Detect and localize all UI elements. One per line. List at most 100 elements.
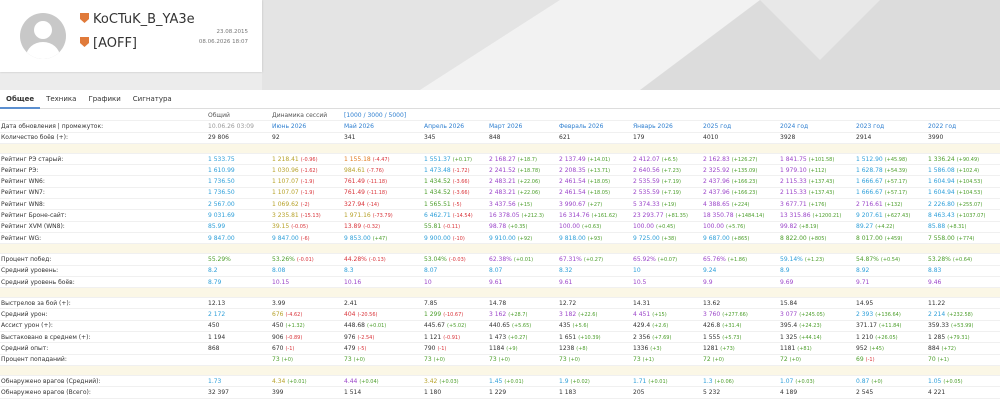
cell: 54.87% (+0.54) [855,253,927,266]
cell: 1 555 (+5.73) [702,331,779,344]
value: 2 461.54 [559,189,586,197]
separator-row [0,243,1000,255]
row-label: Выстаковано в среднем (+): [0,331,207,344]
cell: 44.28% (-0.13) [343,253,423,266]
delta: (+1) [937,357,949,364]
delta: (-0.03) [448,256,466,263]
value: 2024 год [780,122,809,130]
delta: (+627.43) [884,213,911,220]
delta: (+135.09) [731,167,758,174]
tab[interactable]: Сигнатура [132,95,172,103]
delta: (+1.86) [727,256,748,263]
value: 1 651 [559,333,577,341]
value: 2 483.21 [489,189,516,197]
cell: 11.22 [927,297,1000,310]
value: 11.22 [928,299,946,307]
value: 1 971.16 [344,212,371,220]
value: 5 232 [703,388,721,396]
value: Январь 2026 [633,122,673,130]
value: 1.07 [780,377,794,385]
cell: 1 604.94 (+104.53) [927,187,1000,200]
cell: 9 687.00 (+865) [702,232,779,245]
delta: (+31.4) [722,323,742,330]
value: 53.26% [272,255,295,263]
stat-row: Обнаружено врагов (Всего): 32 397 399 1 514… [0,386,1000,399]
row-label: Ассист урон (+): [0,320,207,333]
value: 53.28% [928,255,951,263]
cell: 10.06.26 03:09 [207,120,271,133]
value: 1 180 [424,388,442,396]
delta: (+22.06) [517,190,541,197]
value: 1 628.78 [856,166,883,174]
cell: 1 666.67 (+57.17) [855,175,927,188]
value: 2 356 [633,333,651,341]
value: 1.73 [208,377,222,385]
stat-row: Рейтинг РЭ: 1 610.99 1 030.96 (-1.62) 984.61… [0,164,1000,177]
value: 2 115.33 [780,189,807,197]
cell: 8 463.43 (+1037.07) [927,209,1000,222]
cell: 9 847.00 (-6) [271,232,343,245]
value: 73 [489,356,497,364]
value: 868 [208,344,220,352]
cell: 3 182 (+22.6) [558,308,632,321]
value: 9 847.00 [272,234,299,242]
cell: 15.84 [779,297,855,310]
cell: 2 640.56 (+7.23) [632,164,702,177]
clan-tag[interactable]: [AOFF] [93,36,137,51]
row-label: Выстрелов за бой (+): [0,297,207,310]
delta: (+45) [869,345,884,352]
cell: 3 990.67 (+27) [558,198,632,211]
delta: (+81) [797,345,812,352]
delta: (+0) [871,378,883,385]
value: 1 551.37 [424,155,451,163]
cell: 1 194 [207,331,271,344]
cell: 9 900.00 (-10) [423,232,488,245]
player-name-row: KoCTuK_B_YA3e [80,12,195,27]
cell: 2 437.96 (+166.23) [702,175,779,188]
delta: (+805) [808,235,827,242]
delta: (-1) [865,357,875,364]
delta: (+0.07) [657,256,678,263]
value: 2.41 [344,299,358,307]
delta: (+0.01) [513,256,534,263]
delta: (+5.02) [447,323,467,330]
cell: 1 473 (+0.27) [488,331,558,344]
value: 2022 год [928,122,957,130]
tab[interactable]: Общее [0,91,41,109]
cell: 1 841.75 (+101.58) [779,153,855,166]
tab[interactable]: Техника [46,95,77,103]
delta: (+161.62) [591,213,618,220]
cell: 13.62 [702,297,779,310]
cell: 1 628.78 (+54.39) [855,164,927,177]
cell: 2025 год [702,120,779,133]
cell: Май 2026 [343,120,423,133]
value: 9 847.00 [208,234,235,242]
value: 9.69 [780,278,794,286]
value: 65.92% [633,255,656,263]
stat-row: Средний урон: 2 172 676 (-4.62) 404 (-20.56) 1… [0,308,1000,321]
clan-row[interactable]: [AOFF] [80,36,137,51]
delta: (-5) [357,345,367,352]
value: 1336 [633,344,649,352]
delta: (+5.73) [722,334,742,341]
cell: 2 241.52 (+18.78) [488,164,558,177]
value: 5 374.33 [633,200,660,208]
value: 399 [272,388,284,396]
header-range[interactable]: [1000 / 3000 / 5000] [343,110,1000,122]
value: 8.92 [856,267,870,275]
cell: 9 853.00 (+47) [343,232,423,245]
cell: 2 168.27 (+18.7) [488,153,558,166]
delta: (+0.03) [439,378,459,385]
row-label: Рейтинг XVM (WN8): [0,221,207,233]
tab[interactable]: Графики [88,95,121,103]
value: 761.49 [344,189,365,197]
value: 2025 год [703,122,732,130]
cell: 1 183 [558,386,632,399]
value: 10.16 [344,278,362,286]
value: 3.42 [424,377,438,385]
value: 2 483.21 [489,178,516,186]
value: 448.68 [344,322,365,330]
delta: (-73.79) [372,213,393,220]
cell: 1 155.18 (-4.47) [343,153,423,166]
cell: 59.14% (+1.23) [779,253,855,266]
